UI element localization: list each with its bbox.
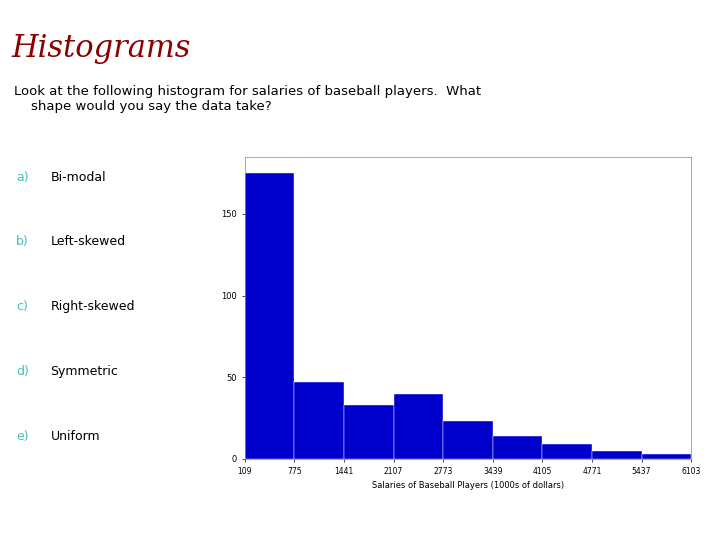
Text: Bi-modal: Bi-modal bbox=[50, 171, 106, 184]
Text: d): d) bbox=[16, 365, 29, 378]
Text: Look at the following histogram for salaries of baseball players.  What
    shap: Look at the following histogram for sala… bbox=[14, 84, 482, 112]
Text: b): b) bbox=[16, 235, 29, 248]
Text: a): a) bbox=[16, 171, 29, 184]
Bar bbox=[492, 436, 542, 459]
Bar bbox=[294, 382, 344, 459]
Text: Symmetric: Symmetric bbox=[50, 365, 118, 378]
Bar bbox=[394, 394, 444, 459]
Text: Right-skewed: Right-skewed bbox=[50, 300, 135, 313]
Bar bbox=[344, 405, 394, 459]
Bar bbox=[592, 451, 642, 459]
Text: Left-skewed: Left-skewed bbox=[50, 235, 125, 248]
Bar bbox=[245, 173, 294, 459]
X-axis label: Salaries of Baseball Players (1000s of dollars): Salaries of Baseball Players (1000s of d… bbox=[372, 481, 564, 490]
Text: Uniform: Uniform bbox=[50, 430, 100, 443]
Bar bbox=[542, 444, 592, 459]
Bar bbox=[444, 421, 492, 459]
Text: e): e) bbox=[16, 430, 29, 443]
Bar bbox=[642, 454, 691, 459]
Text: c): c) bbox=[16, 300, 27, 313]
Text: Histograms: Histograms bbox=[12, 33, 191, 64]
